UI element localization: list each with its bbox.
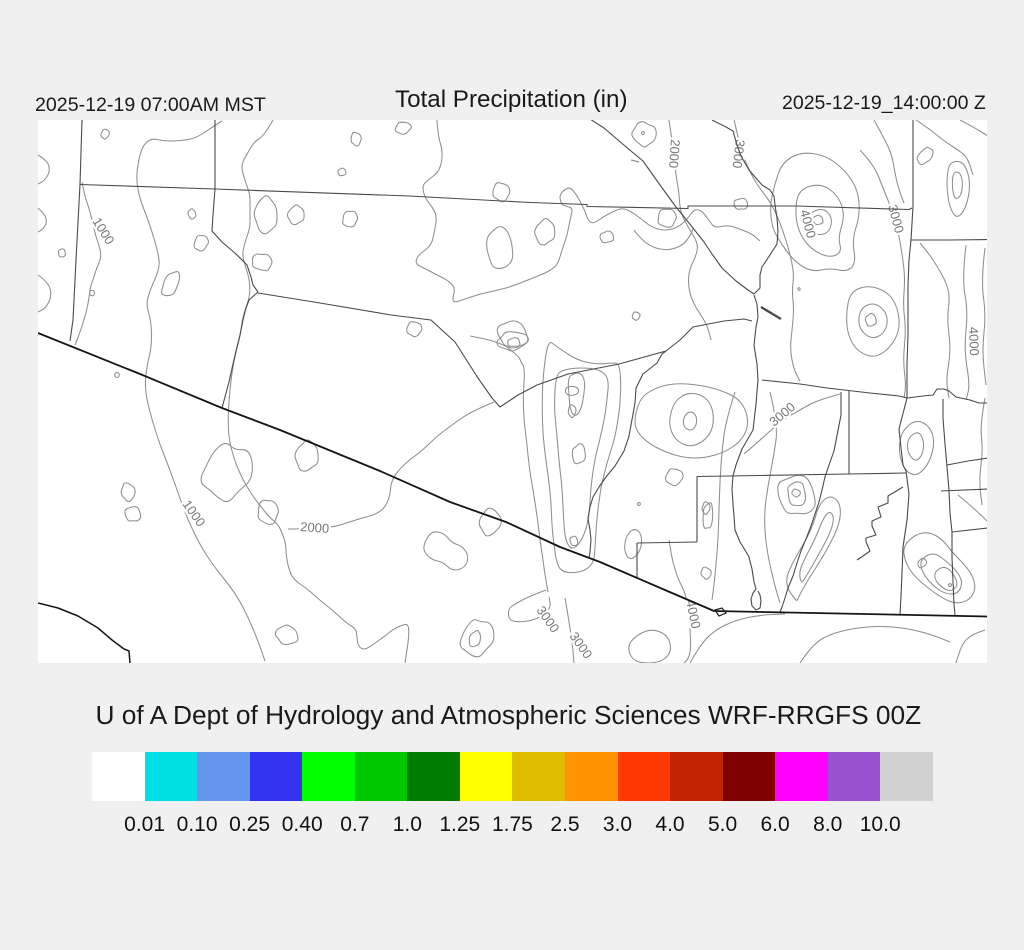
svg-text:2000: 2000 [300,519,330,536]
svg-text:4000: 4000 [966,327,982,356]
svg-text:3000: 3000 [534,603,563,635]
svg-text:1000: 1000 [180,497,209,529]
svg-text:3000: 3000 [885,203,907,235]
svg-text:3000: 3000 [766,399,798,429]
svg-text:2000: 2000 [666,139,683,169]
svg-text:1000: 1000 [89,215,117,247]
svg-text:4000: 4000 [797,208,819,240]
svg-text:4000: 4000 [683,599,704,630]
svg-text:3000: 3000 [729,139,747,170]
svg-text:3000: 3000 [567,629,596,661]
